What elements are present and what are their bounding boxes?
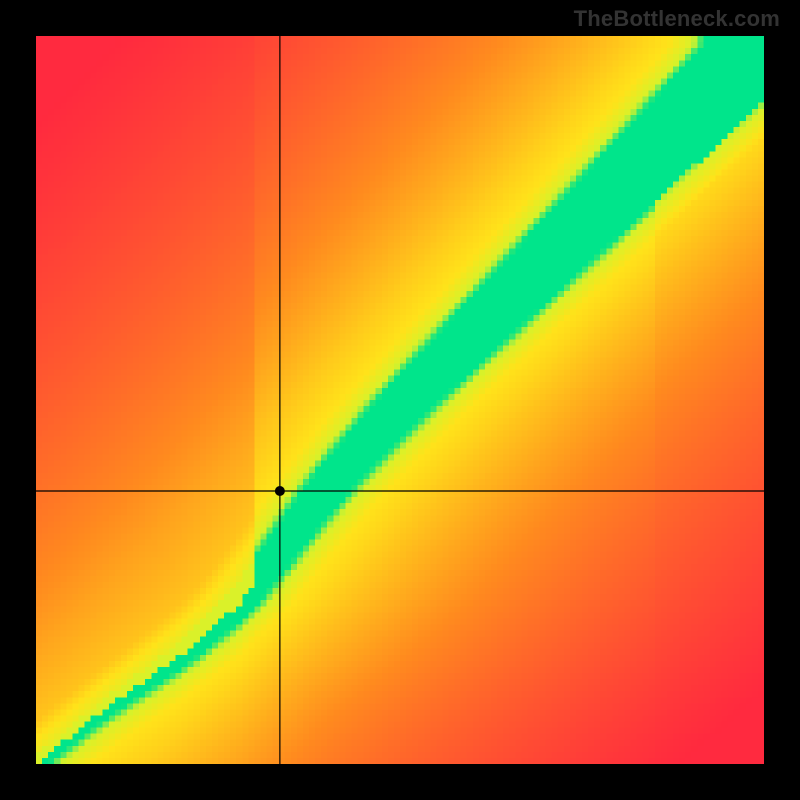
chart-container: TheBottleneck.com: [0, 0, 800, 800]
bottleneck-heatmap: [36, 36, 764, 764]
watermark-text: TheBottleneck.com: [574, 6, 780, 32]
